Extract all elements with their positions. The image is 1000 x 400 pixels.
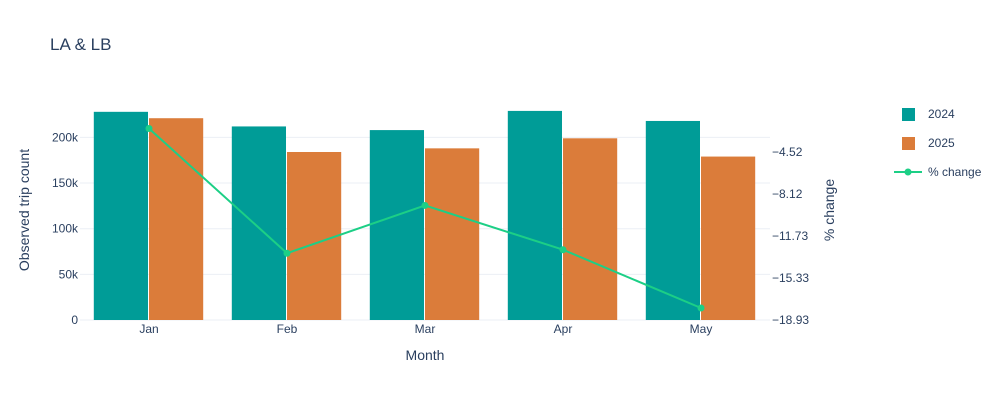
x-tick-label: May: [690, 322, 713, 336]
line-point-Feb: [283, 249, 291, 257]
y2-tick-label: −11.73: [772, 229, 808, 243]
legend-label: % change: [928, 165, 982, 179]
y2-tick-label: −18.93: [772, 313, 809, 327]
bar-2025-Mar: [425, 148, 480, 320]
y-tick-label: 150k: [52, 176, 79, 190]
legend-label: 2024: [928, 107, 955, 121]
x-axis-ticks: Jan Feb Mar Apr May: [139, 322, 712, 336]
legend-marker: [904, 168, 912, 176]
bar-2024-Apr: [507, 110, 562, 320]
bar-2024-May: [645, 120, 700, 321]
bar-2024-Feb: [231, 126, 286, 320]
x-tick-label: Mar: [415, 322, 436, 336]
y-tick-label: 200k: [52, 130, 79, 144]
legend: 2024 2025 % change: [894, 107, 982, 179]
line-point-Mar: [421, 201, 429, 209]
line-point-Apr: [559, 246, 567, 254]
legend-swatch-2025: [902, 137, 915, 150]
bar-2025-Jan: [149, 118, 204, 320]
bar-2025-May: [701, 156, 756, 320]
y2-tick-label: −4.52: [772, 145, 803, 159]
chart-title: LA & LB: [50, 35, 111, 54]
y-axis-title: Observed trip count: [16, 149, 32, 271]
x-tick-label: Jan: [139, 322, 158, 336]
bar-2024-Mar: [369, 130, 424, 320]
bar-2025-Apr: [563, 138, 618, 320]
y2-tick-label: −15.33: [772, 271, 809, 285]
line-layer: [145, 125, 705, 312]
line-point-Jan: [145, 125, 153, 133]
x-tick-label: Feb: [277, 322, 298, 336]
bar-2025-Feb: [287, 152, 342, 320]
y2-axis-title: % change: [821, 179, 837, 241]
y2-axis-ticks: −18.93 −15.33 −11.73 −8.12 −4.52: [772, 145, 809, 327]
y-tick-label: 50k: [59, 267, 79, 281]
line-point-May: [697, 304, 705, 312]
legend-label: 2025: [928, 136, 955, 150]
y2-tick-label: −8.12: [772, 187, 803, 201]
bars-layer: [93, 110, 756, 321]
legend-swatch-2024: [902, 108, 915, 121]
y-tick-label: 0: [71, 313, 78, 327]
x-axis-title: Month: [406, 347, 445, 363]
x-tick-label: Apr: [554, 322, 573, 336]
y-axis-ticks: 0 50k 100k 150k 200k: [52, 130, 79, 327]
y-tick-label: 100k: [52, 222, 79, 236]
bar-2024-Jan: [93, 111, 148, 321]
